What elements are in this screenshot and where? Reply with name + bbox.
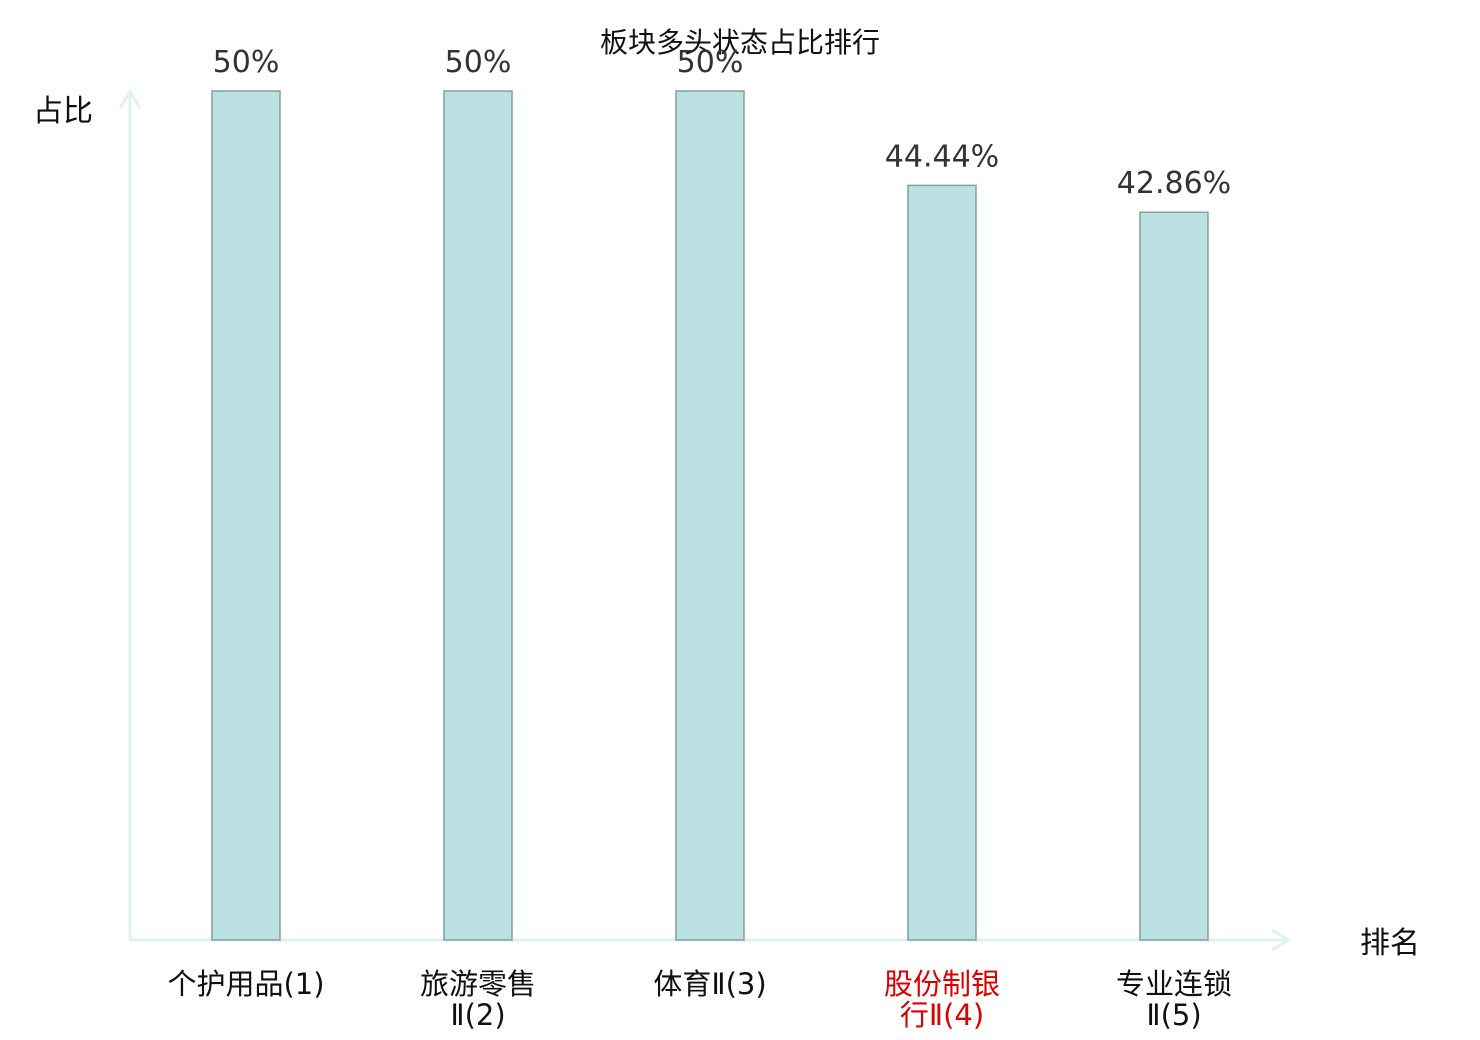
bar <box>443 90 513 941</box>
bars <box>211 90 1209 941</box>
category-label: 专业连锁 <box>1116 967 1232 1001</box>
y-axis-arrow <box>118 89 142 109</box>
y-axis-label: 占比 <box>33 94 93 129</box>
bar <box>907 184 977 941</box>
category-label: 体育Ⅱ(3) <box>653 967 766 1001</box>
category-label-line2: Ⅱ(5) <box>1146 998 1201 1032</box>
category-label-line2: 行Ⅱ(4) <box>900 998 984 1032</box>
bar-value-label: 50% <box>213 45 280 80</box>
chart-title: 板块多头状态占比排行 <box>600 26 880 59</box>
bar-value-label: 42.86% <box>1117 166 1231 201</box>
category-label: 旅游零售 <box>420 967 536 1001</box>
x-axis-label: 排名 <box>1360 926 1420 961</box>
category-label: 股份制银 <box>884 967 1000 1001</box>
x-axis-arrow <box>1271 928 1291 952</box>
category-label-line2: Ⅱ(2) <box>450 998 505 1032</box>
bar <box>1139 211 1209 941</box>
bar <box>675 90 745 941</box>
category-label: 个护用品(1) <box>167 967 324 1001</box>
bar <box>211 90 281 941</box>
bar-value-label: 50% <box>677 45 744 80</box>
bar-value-label: 50% <box>445 45 512 80</box>
value-labels: 50% 50% 50% 44.44% 42.86% <box>213 45 1232 201</box>
bar-value-label: 44.44% <box>885 139 999 174</box>
